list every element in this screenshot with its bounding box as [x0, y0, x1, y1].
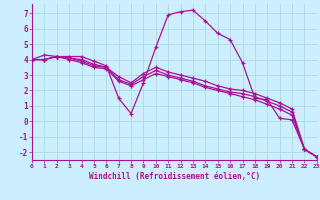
- X-axis label: Windchill (Refroidissement éolien,°C): Windchill (Refroidissement éolien,°C): [89, 172, 260, 181]
